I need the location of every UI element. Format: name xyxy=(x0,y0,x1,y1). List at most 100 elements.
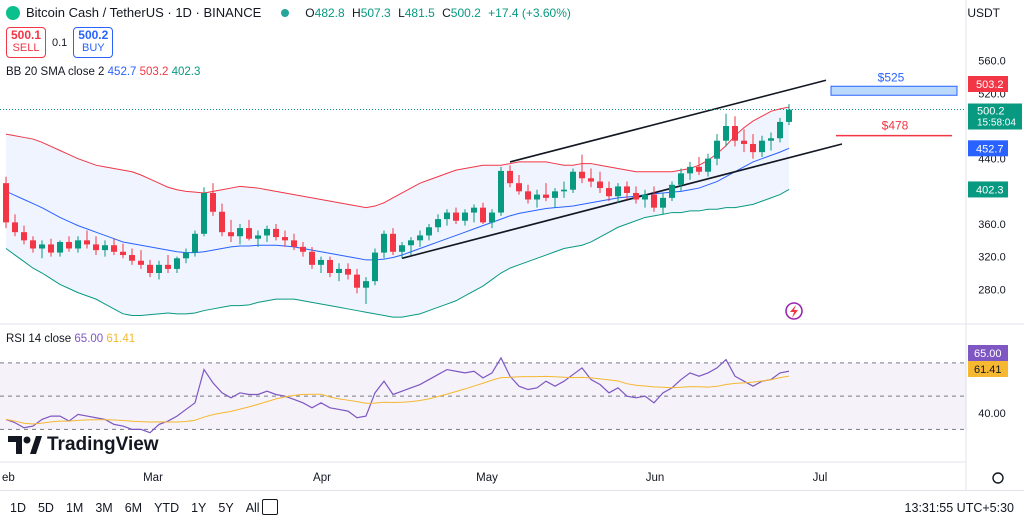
candle-body xyxy=(156,264,162,273)
lightning-icon xyxy=(785,302,803,320)
time-tick-label: Mar xyxy=(143,472,163,484)
rsi-badge-label: 61.41 xyxy=(974,364,1002,376)
rsi-legend[interactable]: RSI 14 close 65.00 61.41 xyxy=(6,333,135,345)
candle-body xyxy=(534,194,540,200)
candle-body xyxy=(93,244,99,251)
candle-body xyxy=(786,109,792,122)
candle-body xyxy=(633,192,639,200)
candle-body xyxy=(687,166,693,174)
candle-body xyxy=(282,237,288,241)
price-axis: 560.0520.0440.0400.0360.0320.0280.0500.2… xyxy=(965,0,1022,490)
candle-body xyxy=(264,228,270,236)
range-button-5d[interactable]: 5D xyxy=(37,501,54,515)
clock[interactable]: 13:31:55 UTC+5:30 xyxy=(904,501,1014,515)
range-button-5y[interactable]: 5Y xyxy=(218,501,234,515)
currency-label[interactable]: USDT xyxy=(967,6,1000,20)
candle-body xyxy=(345,268,351,275)
candle-body xyxy=(273,228,279,238)
candle-body xyxy=(453,212,459,221)
annotation-label: $478 xyxy=(882,119,909,133)
bollinger-band-fill xyxy=(6,107,789,318)
calendar-icon[interactable] xyxy=(262,499,278,515)
candle-body xyxy=(165,264,171,269)
candle-body xyxy=(174,258,180,269)
candle-body xyxy=(489,212,495,223)
range-button-1m[interactable]: 1M xyxy=(65,501,84,515)
candle-body xyxy=(255,235,261,239)
axis-badge xyxy=(968,140,1008,157)
bottom-toolbar: 1D 5D 1M 3M 6M YTD 1Y 5Y All 13:31:55 UTC+5:30 xyxy=(0,490,1024,524)
candle-body xyxy=(552,191,558,198)
annotation-label: $525 xyxy=(878,70,905,84)
candle-body xyxy=(363,281,369,288)
bollinger-legend[interactable]: BB 20 SMA close 2 452.7 503.2 402.3 xyxy=(6,66,200,78)
quote-panel: 500.1 SELL 0.1 500.2 BUY xyxy=(6,27,114,58)
candle-body xyxy=(588,178,594,182)
candle-body xyxy=(66,241,72,249)
candle-body xyxy=(732,126,738,141)
range-button-3m[interactable]: 3M xyxy=(95,501,113,515)
time-tick-label: Apr xyxy=(313,472,331,484)
range-button-1d[interactable]: 1D xyxy=(10,501,26,515)
range-button-ytd[interactable]: YTD xyxy=(154,501,180,515)
candle-body xyxy=(210,192,216,212)
time-axis: eb Mar Apr May Jun Jul xyxy=(0,461,1004,484)
sell-price: 500.1 xyxy=(10,28,42,42)
candle-body xyxy=(57,241,63,253)
symbol-legend[interactable]: Bitcoin Cash / TetherUS · 1D · BINANCE O… xyxy=(6,5,575,20)
rsi-label: RSI 14 close xyxy=(6,333,72,345)
price-tick-label: 560.0 xyxy=(978,56,1006,68)
candle-body xyxy=(516,183,522,192)
market-open-icon xyxy=(281,8,290,17)
sell-label: SELL xyxy=(12,42,40,54)
candle-body xyxy=(768,138,774,141)
axis-badge xyxy=(968,76,1008,92)
candle-body xyxy=(597,181,603,189)
rsi-badge xyxy=(968,345,1008,361)
candle-body xyxy=(471,207,477,213)
sell-button[interactable]: 500.1 SELL xyxy=(6,27,46,58)
candle-body xyxy=(300,246,306,252)
bitcoin-cash-logo-icon xyxy=(6,5,20,20)
candle-body xyxy=(750,143,756,153)
candle-body xyxy=(696,166,702,172)
rsi-badge-label: 65.00 xyxy=(974,348,1002,360)
candle-body xyxy=(426,227,432,236)
bb-lower-value: 402.3 xyxy=(171,66,201,78)
range-button-6m[interactable]: 6M xyxy=(124,501,143,515)
rsi-ma-value: 61.41 xyxy=(106,333,136,345)
candle-body xyxy=(318,259,324,265)
candle-body xyxy=(84,240,90,245)
candle-body xyxy=(327,259,333,273)
candle-body xyxy=(390,233,396,252)
candle-body xyxy=(444,212,450,220)
price-tick-label: 360.0 xyxy=(978,219,1006,231)
candle-body xyxy=(39,244,45,249)
last-price-label: 500.2 xyxy=(977,106,1005,118)
price-tick-label: 280.0 xyxy=(978,284,1006,296)
tradingview-watermark: TradingView xyxy=(8,434,159,456)
range-button-1y[interactable]: 1Y xyxy=(191,501,207,515)
candle-body xyxy=(579,171,585,179)
candle-body xyxy=(21,232,27,241)
candle-body xyxy=(102,245,108,251)
buy-button[interactable]: 500.2 BUY xyxy=(73,27,114,58)
candle-body xyxy=(3,183,9,223)
ohlc-high: 507.3 xyxy=(360,5,391,20)
candle-body xyxy=(111,245,117,252)
buy-price: 500.2 xyxy=(78,28,109,42)
axis-badge-label: 402.3 xyxy=(976,184,1004,196)
candle-body xyxy=(354,274,360,288)
range-button-all[interactable]: All xyxy=(245,501,260,515)
candle-body xyxy=(75,240,81,249)
last-price-countdown: 15:58:04 xyxy=(977,118,1016,129)
symbol-title[interactable]: Bitcoin Cash / TetherUS · 1D · BINANCE xyxy=(26,5,262,20)
candle-body xyxy=(570,171,576,190)
candle-body xyxy=(192,233,198,253)
candle-body xyxy=(462,212,468,221)
price-chart[interactable]: $525$478 560.0520.0440.0400.0360.0320.02… xyxy=(0,0,1024,490)
candle-body xyxy=(399,245,405,252)
ohlc-open-key: O xyxy=(305,5,315,20)
candle-body xyxy=(309,251,315,265)
candle-body xyxy=(660,197,666,208)
